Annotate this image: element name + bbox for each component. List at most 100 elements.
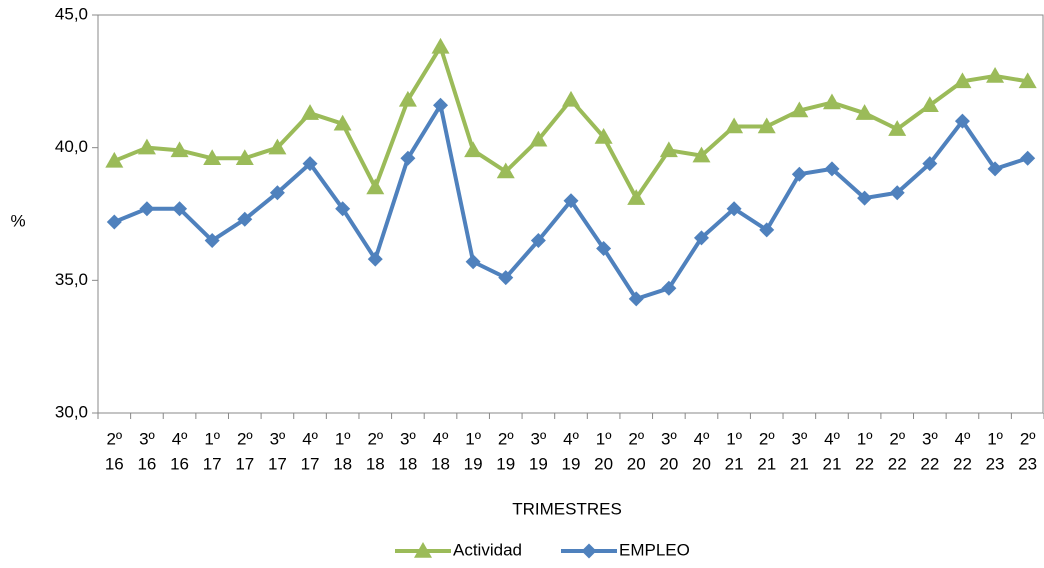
data-point-empleo — [824, 161, 840, 177]
x-tick-label-year: 22 — [920, 454, 939, 473]
x-tick-label-year: 21 — [757, 454, 776, 473]
x-tick-label-quarter: 4º — [172, 429, 188, 448]
data-point-empleo — [139, 201, 155, 217]
x-tick-label-quarter: 2º — [628, 429, 644, 448]
x-tick-label-quarter: 2º — [237, 429, 253, 448]
x-tick-label-quarter: 1º — [857, 429, 873, 448]
data-point-empleo — [596, 240, 612, 256]
x-tick-label-year: 22 — [953, 454, 972, 473]
x-tick-label-quarter: 3º — [139, 429, 155, 448]
data-point-actividad — [464, 141, 483, 158]
data-point-actividad — [398, 90, 417, 107]
data-point-actividad — [757, 117, 776, 134]
x-tick-label-quarter: 4º — [302, 429, 318, 448]
x-tick-label-year: 16 — [137, 454, 156, 473]
x-tick-label-year: 17 — [301, 454, 320, 473]
data-point-actividad — [431, 37, 450, 54]
data-point-actividad — [594, 128, 613, 144]
data-point-empleo — [433, 97, 449, 113]
x-tick-label-quarter: 4º — [433, 429, 449, 448]
data-point-actividad — [659, 141, 678, 158]
x-tick-label-quarter: 4º — [824, 429, 840, 448]
data-point-empleo — [172, 201, 188, 217]
x-tick-label-year: 20 — [627, 454, 646, 473]
y-tick-label: 40,0 — [55, 137, 88, 156]
data-point-empleo — [465, 254, 481, 270]
data-point-empleo — [498, 270, 514, 286]
data-point-empleo — [791, 166, 807, 182]
x-tick-label-year: 23 — [986, 454, 1005, 473]
legend: Actividad EMPLEO — [395, 540, 690, 559]
data-point-empleo — [530, 233, 546, 249]
x-tick-label-quarter: 3º — [792, 429, 808, 448]
x-axis-title: TRIMESTRES — [512, 499, 622, 518]
series-empleo — [106, 97, 1036, 307]
data-point-empleo — [661, 280, 677, 296]
x-tick-label-quarter: 3º — [661, 429, 677, 448]
data-point-empleo — [204, 233, 220, 249]
x-tick-label-quarter: 2º — [1020, 429, 1036, 448]
x-tick-label-quarter: 1º — [335, 429, 351, 448]
data-point-empleo — [367, 251, 383, 267]
x-tick-label-year: 20 — [692, 454, 711, 473]
x-tick-label-year: 16 — [105, 454, 124, 473]
x-axis-ticks: 2º 16 3º 16 4º 16 1º 17 2º 17 3º 17 4º 17 1º 18 2º 18 3º 18… — [97, 413, 1044, 473]
data-point-actividad — [496, 162, 515, 179]
data-point-empleo — [726, 201, 742, 217]
data-point-empleo — [628, 291, 644, 307]
x-tick-label-quarter: 1º — [726, 429, 742, 448]
legend-item-actividad: Actividad — [395, 540, 522, 559]
x-tick-label-quarter: 3º — [400, 429, 416, 448]
data-point-actividad — [1018, 72, 1037, 89]
plot-area — [97, 14, 1044, 414]
data-point-actividad — [105, 151, 124, 168]
data-point-actividad — [725, 117, 744, 134]
data-point-empleo — [1020, 150, 1036, 166]
y-tick-label: 30,0 — [55, 402, 88, 421]
data-point-empleo — [106, 214, 122, 230]
x-tick-label-quarter: 4º — [955, 429, 971, 448]
data-point-empleo — [693, 230, 709, 246]
x-tick-label-quarter: 4º — [694, 429, 710, 448]
data-point-actividad — [529, 130, 548, 147]
data-point-empleo — [269, 185, 285, 201]
x-tick-label-year: 19 — [496, 454, 515, 473]
x-tick-label-quarter: 2º — [106, 429, 122, 448]
data-point-actividad — [170, 141, 189, 158]
data-point-actividad — [986, 67, 1005, 83]
data-point-actividad — [822, 93, 841, 110]
x-tick-label-quarter: 2º — [759, 429, 775, 448]
legend-marker-empleo — [581, 543, 597, 559]
x-tick-label-year: 19 — [464, 454, 483, 473]
legend-marker-actividad — [414, 542, 432, 558]
data-point-empleo — [922, 156, 938, 172]
x-tick-label-year: 17 — [268, 454, 287, 473]
x-tick-label-year: 19 — [562, 454, 581, 473]
data-point-actividad — [953, 72, 972, 89]
x-tick-label-year: 21 — [725, 454, 744, 473]
series-actividad — [105, 37, 1037, 205]
x-tick-label-quarter: 1º — [596, 429, 612, 448]
data-point-actividad — [366, 178, 385, 195]
y-axis-title: % — [10, 211, 25, 230]
data-point-actividad — [137, 138, 156, 155]
x-tick-label-year: 18 — [398, 454, 417, 473]
y-tick-label: 35,0 — [55, 270, 88, 289]
y-tick-label: 45,0 — [55, 4, 88, 23]
y-axis-ticks: 30,0 35,0 40,0 45,0 — [55, 4, 98, 421]
data-point-actividad — [855, 104, 874, 120]
x-tick-label-quarter: 3º — [531, 429, 547, 448]
data-point-actividad — [790, 101, 809, 118]
data-point-actividad — [268, 138, 287, 155]
data-point-actividad — [301, 104, 320, 120]
data-point-actividad — [627, 189, 646, 205]
legend-item-empleo: EMPLEO — [561, 540, 690, 559]
x-tick-label-year: 16 — [170, 454, 189, 473]
x-tick-label-year: 20 — [659, 454, 678, 473]
plot-frame — [97, 14, 1044, 414]
data-point-empleo — [563, 193, 579, 209]
x-tick-label-year: 17 — [235, 454, 254, 473]
x-tick-label-quarter: 2º — [367, 429, 383, 448]
legend-label-empleo: EMPLEO — [619, 540, 690, 559]
data-point-actividad — [562, 90, 580, 107]
